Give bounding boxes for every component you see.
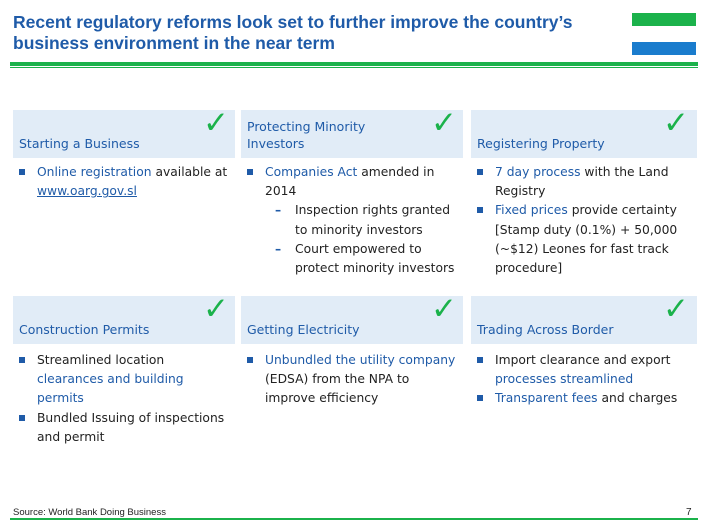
oarg-website-link[interactable]: www.oarg.gov.sl xyxy=(37,184,137,199)
card-body-trading-across-border: Import clearance and export processes st… xyxy=(475,351,697,409)
card-body-starting-business: Online registration available at www.oar… xyxy=(17,163,232,201)
bullet-square-icon xyxy=(19,414,25,421)
card-body-protecting-minority-investors: Companies Act amended in 2014 – Inspecti… xyxy=(245,163,465,278)
card-header-getting-electricity: Getting Electricity xyxy=(241,296,463,344)
list-item: Unbundled the utility company (EDSA) fro… xyxy=(245,351,460,409)
card-title-trading-across-border: Trading Across Border xyxy=(477,322,614,337)
checkmark-icon: ✓ xyxy=(431,291,457,327)
checkmark-icon: ✓ xyxy=(663,291,689,327)
card-header-starting-business: Starting a Business xyxy=(13,110,235,158)
checkmark-icon: ✓ xyxy=(431,105,457,141)
bullet-square-icon xyxy=(247,357,253,363)
card-title-construction-permits: Construction Permits xyxy=(19,322,150,337)
page-title-line-2: business environment in the near term xyxy=(13,33,335,53)
bullet-square-icon xyxy=(477,207,483,214)
card-title-getting-electricity: Getting Electricity xyxy=(247,322,360,337)
page-number: 7 xyxy=(686,507,692,518)
card-header-registering-property: Registering Property xyxy=(471,110,697,158)
list-item: Import clearance and export processes st… xyxy=(475,351,697,389)
dash-bullet-icon: – xyxy=(275,203,282,218)
bullet-square-icon xyxy=(247,169,253,175)
bullet-square-icon xyxy=(19,357,25,363)
bullet-square-icon xyxy=(19,169,25,175)
card-title-registering-property: Registering Property xyxy=(477,136,605,151)
list-item: Streamlined location clearances and buil… xyxy=(17,351,232,409)
card-body-construction-permits: Streamlined location clearances and buil… xyxy=(17,351,232,447)
sub-list-item: – Court empowered to protect minority in… xyxy=(275,241,455,276)
card-title-protecting-minority-investors: Protecting Minority Investors xyxy=(247,119,366,151)
card-body-getting-electricity: Unbundled the utility company (EDSA) fro… xyxy=(245,351,460,409)
list-item: 7 day process with the Land Registry xyxy=(475,163,697,201)
header-divider xyxy=(10,62,698,66)
source-note: Source: World Bank Doing Business xyxy=(13,507,166,518)
list-item: Bundled Issuing of inspections and permi… xyxy=(17,409,232,447)
page-title-line-1: Recent regulatory reforms look set to fu… xyxy=(13,12,573,32)
list-item: Online registration available at www.oar… xyxy=(17,163,232,201)
bullet-square-icon xyxy=(477,395,483,402)
list-item: Fixed prices provide certainty [Stamp du… xyxy=(475,201,697,278)
footer-divider xyxy=(10,518,698,520)
sub-list-item: – Inspection rights granted to minority … xyxy=(275,203,451,237)
card-header-protecting-minority-investors: Protecting Minority Investors xyxy=(241,110,463,158)
flag-white-stripe xyxy=(632,28,696,41)
page-title: Recent regulatory reforms look set to fu… xyxy=(13,12,628,54)
bullet-square-icon xyxy=(477,357,483,363)
flag-green-stripe xyxy=(632,13,696,26)
dash-bullet-icon: – xyxy=(275,241,282,256)
card-header-trading-across-border: Trading Across Border xyxy=(471,296,697,344)
card-header-construction-permits: Construction Permits xyxy=(13,296,235,344)
checkmark-icon: ✓ xyxy=(203,105,229,141)
card-body-registering-property: 7 day process with the Land Registry Fix… xyxy=(475,163,697,278)
checkmark-icon: ✓ xyxy=(203,291,229,327)
checkmark-icon: ✓ xyxy=(663,105,689,141)
header-divider-thin xyxy=(10,67,698,68)
list-item: Companies Act amended in 2014 xyxy=(245,163,465,201)
card-title-starting-business: Starting a Business xyxy=(19,136,140,151)
bullet-square-icon xyxy=(477,169,483,175)
flag-blue-stripe xyxy=(632,42,696,55)
list-item: Transparent fees and charges xyxy=(475,389,697,408)
